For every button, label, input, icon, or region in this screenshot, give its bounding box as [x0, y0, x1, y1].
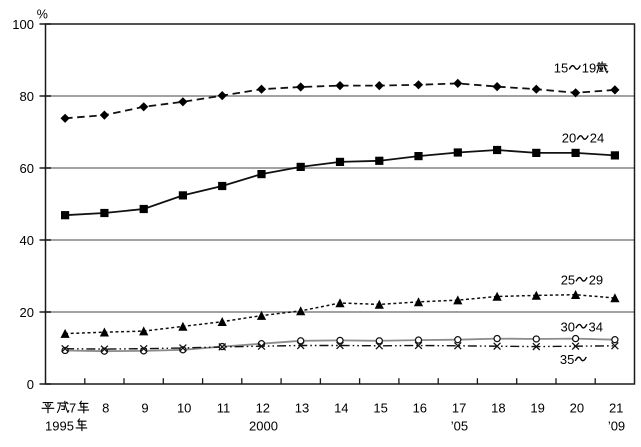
svg-text:10: 10	[177, 401, 191, 416]
svg-text:0: 0	[27, 377, 34, 392]
svg-text:35: 35	[560, 352, 574, 367]
svg-text:16: 16	[413, 401, 427, 416]
svg-text:30: 30	[561, 319, 575, 334]
svg-text:21: 21	[609, 401, 623, 416]
svg-text:13: 13	[295, 401, 309, 416]
svg-text:100: 100	[12, 17, 34, 32]
svg-text:’05: ’05	[451, 418, 468, 433]
svg-text:11: 11	[217, 401, 231, 416]
svg-text:8: 8	[102, 401, 109, 416]
svg-text:18: 18	[491, 401, 505, 416]
svg-text:60: 60	[20, 161, 34, 176]
svg-text:20: 20	[570, 401, 584, 416]
svg-text:9: 9	[141, 401, 148, 416]
svg-text:20: 20	[562, 131, 576, 146]
svg-text:14: 14	[334, 401, 348, 416]
svg-text:%: %	[37, 8, 48, 22]
svg-text:29: 29	[589, 272, 603, 287]
svg-text:7: 7	[69, 401, 76, 416]
svg-text:17: 17	[452, 401, 466, 416]
svg-text:20: 20	[20, 305, 34, 320]
svg-text:15: 15	[373, 401, 387, 416]
svg-text:34: 34	[589, 319, 603, 334]
svg-text:15: 15	[554, 61, 568, 76]
svg-text:25: 25	[561, 272, 575, 287]
svg-text:’09: ’09	[608, 418, 625, 433]
svg-text:12: 12	[256, 401, 270, 416]
svg-text:1995: 1995	[45, 418, 74, 433]
svg-text:24: 24	[590, 131, 604, 146]
svg-text:40: 40	[20, 233, 34, 248]
svg-text:80: 80	[20, 89, 34, 104]
svg-text:19: 19	[582, 61, 596, 76]
svg-text:19: 19	[530, 401, 544, 416]
svg-text:2000: 2000	[249, 418, 278, 433]
